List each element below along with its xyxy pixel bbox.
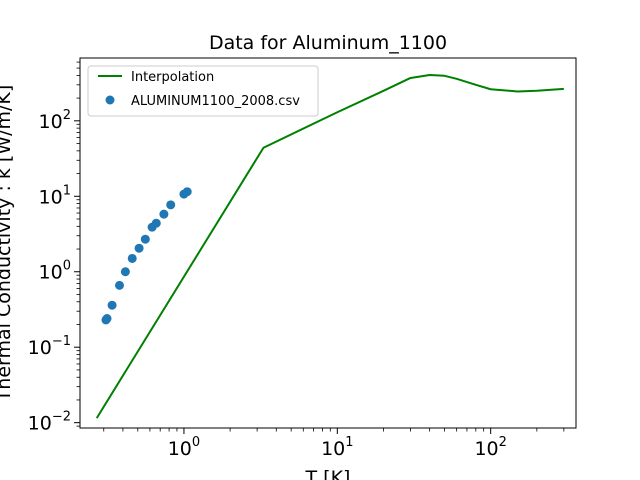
chart-title: Data for Aluminum_1100	[209, 32, 447, 54]
legend: Interpolation ALUMINUM1100_2008.csv	[87, 65, 319, 117]
data-point	[120, 267, 130, 277]
legend-entry-label: ALUMINUM1100_2008.csv	[131, 94, 300, 109]
data-point	[159, 209, 169, 219]
legend-marker-swatch	[105, 95, 115, 105]
y-tick-label: 10−1	[28, 334, 71, 359]
data-point	[107, 300, 117, 310]
data-point	[151, 218, 161, 228]
data-point	[102, 314, 112, 324]
data-point	[166, 200, 176, 210]
legend-entry-label: Interpolation	[131, 70, 214, 85]
axes-frame	[79, 57, 577, 429]
x-axis-label: T [K]	[305, 467, 351, 480]
data-point	[182, 187, 192, 197]
interpolation-line	[95, 73, 564, 419]
data-point	[127, 253, 137, 263]
y-tick-label: 100	[39, 259, 71, 284]
y-tick-label: 102	[39, 108, 71, 133]
data-point	[140, 234, 150, 244]
y-tick-label: 101	[39, 183, 71, 208]
y-tick-label: 10−2	[28, 410, 71, 435]
plot-area	[95, 73, 564, 419]
y-axis-label: Thermal Conductivity : k [W/m/K]	[0, 85, 15, 403]
data-point	[115, 280, 124, 290]
data-point	[134, 243, 144, 253]
legend-box	[87, 65, 319, 117]
